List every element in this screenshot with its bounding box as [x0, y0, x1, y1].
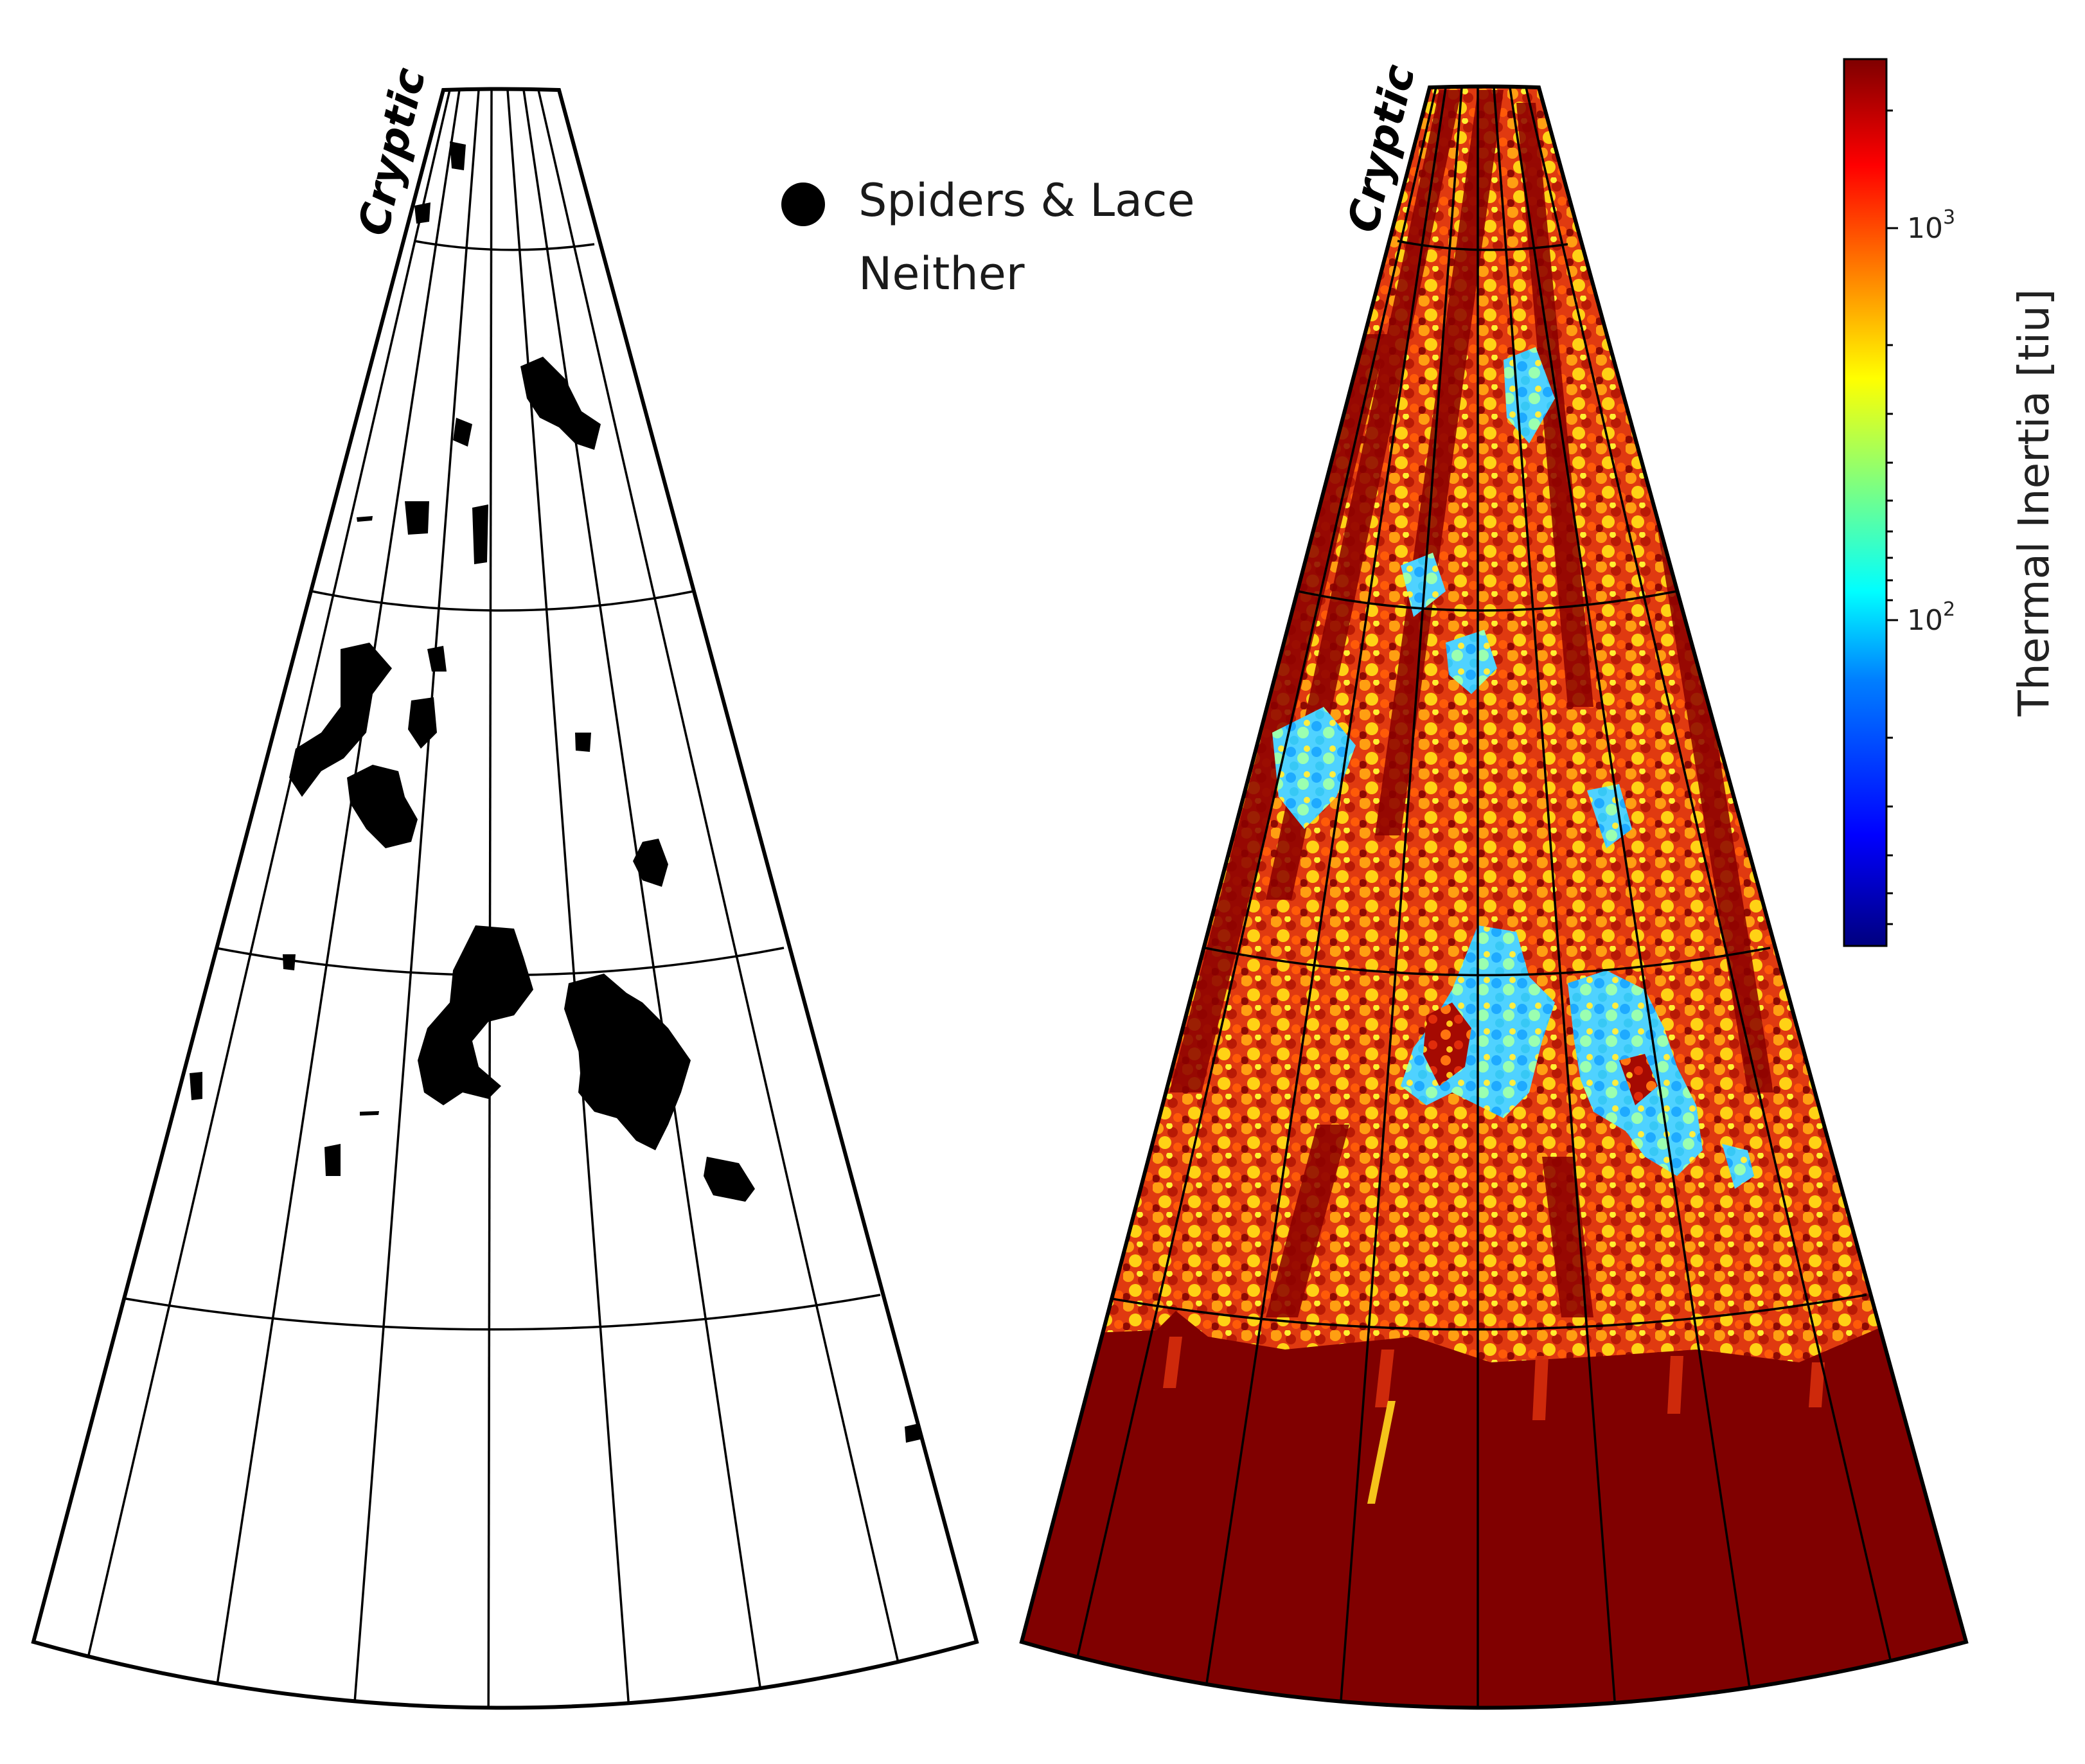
colorbar-tick-label-100: 102 [1907, 598, 1955, 637]
spider-patch [347, 765, 418, 848]
spider-patch [453, 418, 472, 447]
right-map-lower-streaks [1163, 1337, 1825, 1420]
legend: Spiders & Lace Neither [781, 174, 1195, 300]
right-map-graticule [1052, 87, 1903, 1708]
right-map-high-ti-region [1022, 1311, 1966, 1708]
spiders-lace-label: Spiders & Lace [858, 174, 1195, 227]
spider-patch [360, 1111, 379, 1116]
spider-patch [427, 646, 447, 672]
spider-patch [704, 1157, 755, 1202]
spiders-lace-marker [781, 183, 825, 226]
spider-patch [324, 1144, 341, 1176]
spider-patch [289, 643, 392, 797]
spider-patch [357, 516, 373, 522]
right-map-border [1019, 84, 1969, 1710]
colorbar: 103 102 Thermal Inertia [tiu] [1843, 58, 2059, 947]
colorbar-ticks [1886, 109, 1898, 925]
spider-patch [418, 925, 533, 1105]
left-map-border [31, 87, 979, 1710]
spider-patch [520, 357, 601, 450]
spider-patch [283, 954, 296, 970]
spider-patch [905, 1423, 920, 1443]
colorbar-gradient [1843, 58, 1888, 947]
neither-label: Neither [858, 247, 1025, 300]
spider-patch [633, 839, 668, 887]
spider-patch [564, 974, 691, 1150]
colorbar-tick-label-1000: 103 [1907, 206, 1955, 245]
spider-patch [575, 733, 591, 752]
left-map: Cryptic [31, 63, 979, 1710]
left-map-background [33, 89, 977, 1708]
right-map-warm-streaks [1169, 90, 1773, 1317]
spider-patch [472, 504, 488, 564]
spider-patch [405, 501, 429, 535]
spider-patch [450, 141, 466, 170]
left-map-graticule [63, 89, 907, 1708]
left-map-patches [190, 141, 920, 1443]
spider-patch [190, 1072, 202, 1100]
right-map: Cryptic [1019, 60, 1969, 1710]
colorbar-label: Thermal Inertia [tiu] [2009, 289, 2059, 717]
right-map-streak-yellow [1367, 1401, 1396, 1504]
